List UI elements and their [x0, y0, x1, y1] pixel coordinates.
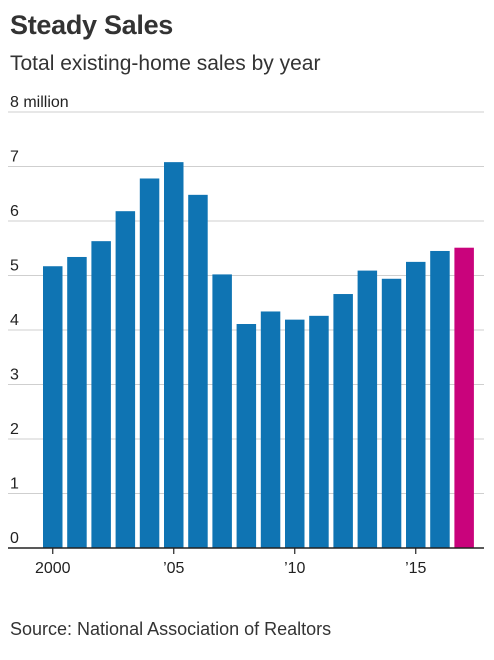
x-tick-label: ’10: [284, 560, 305, 577]
bar-2011: [309, 315, 329, 548]
bar-2005: [164, 162, 184, 548]
bar-2000: [43, 266, 63, 548]
bar-2003: [115, 211, 136, 548]
bar-2009: [260, 311, 281, 548]
bar-2008: [236, 324, 257, 548]
x-tick-label: ’05: [163, 560, 184, 577]
bar-2015: [406, 261, 426, 548]
bar-2012: [333, 294, 353, 548]
bar-2017: [454, 247, 474, 548]
y-tick-label: 1: [10, 476, 19, 493]
x-tick-label: ’15: [405, 560, 426, 577]
y-tick-label: 4: [10, 312, 19, 329]
bar-chart: 0 1 2 3 4 5 6 7 8 million 2000 ’05 ’10 ’15: [8, 94, 484, 577]
source-note: Source: National Association of Realtors: [10, 619, 332, 639]
bar-2001: [67, 256, 87, 548]
bar-2014: [381, 278, 402, 548]
y-axis-labels: 0 1 2 3 4 5 6 7 8 million: [10, 94, 69, 547]
bar-2007: [212, 274, 232, 548]
bar-2002: [91, 241, 111, 549]
y-tick-label: 8 million: [10, 94, 69, 111]
x-axis: 2000 ’05 ’10 ’15: [8, 547, 484, 577]
bars: [43, 162, 474, 549]
chart-subtitle: Total existing-home sales by year: [10, 52, 321, 75]
chart-title: Steady Sales: [10, 10, 174, 40]
bar-2013: [357, 270, 378, 548]
y-tick-label: 0: [10, 530, 19, 547]
bar-2010: [285, 319, 305, 548]
y-tick-label: 6: [10, 203, 19, 220]
bar-2004: [139, 178, 160, 549]
bar-2016: [430, 250, 450, 548]
bar-2006: [188, 194, 208, 548]
y-tick-label: 5: [10, 258, 19, 275]
y-tick-label: 3: [10, 367, 19, 384]
x-tick-label: 2000: [35, 560, 71, 577]
y-tick-label: 7: [10, 149, 19, 166]
y-tick-label: 2: [10, 421, 19, 438]
